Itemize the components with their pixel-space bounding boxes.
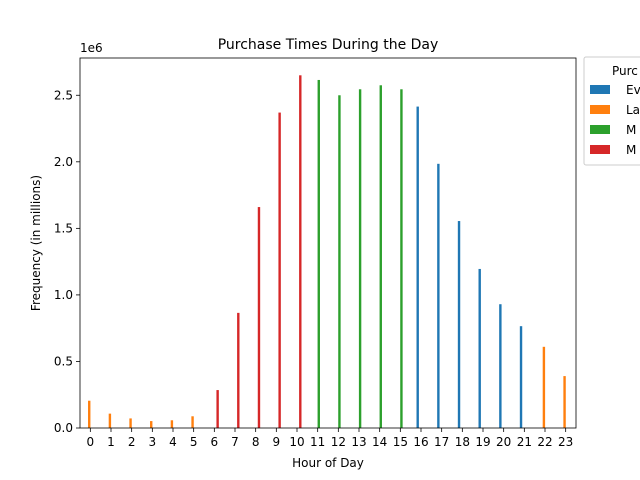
bar-hour-1 <box>108 413 112 428</box>
x-tick-label: 11 <box>310 435 325 449</box>
bar-hour-19 <box>478 268 481 428</box>
x-tick-label: 16 <box>413 435 428 449</box>
bar-hour-15 <box>400 89 403 428</box>
y-tick-label: 0.5 <box>54 354 73 368</box>
legend-swatch <box>590 105 610 114</box>
bar-hour-7 <box>237 312 240 428</box>
bar-hour-3 <box>150 421 153 428</box>
bar-hour-4 <box>170 420 174 428</box>
bar-hour-2 <box>129 418 132 428</box>
y-tick-label: 1.0 <box>54 288 73 302</box>
x-tick-label: 0 <box>87 435 95 449</box>
x-tick-label: 17 <box>434 435 449 449</box>
x-tick-label: 7 <box>231 435 239 449</box>
x-tick-label: 3 <box>149 435 157 449</box>
y-tick-label: 2.0 <box>54 155 73 169</box>
bar-hour-21 <box>519 326 523 428</box>
legend-label: M <box>626 143 636 157</box>
x-tick-label: 6 <box>211 435 219 449</box>
x-axis-label: Hour of Day <box>292 456 364 470</box>
plot-frame <box>79 57 577 429</box>
bar-hour-9 <box>278 112 281 428</box>
bar-hour-13 <box>358 89 362 428</box>
bars-group <box>88 75 566 429</box>
bar-hour-14 <box>379 85 382 428</box>
bar-hour-6 <box>216 390 219 428</box>
chart-title: Purchase Times During the Day <box>218 37 439 53</box>
legend-swatch <box>590 85 610 94</box>
bar-hour-10 <box>299 75 302 429</box>
x-tick-label: 23 <box>558 435 573 449</box>
bar-hour-20 <box>499 304 502 428</box>
x-tick-label: 10 <box>289 435 304 449</box>
x-tick-label: 15 <box>393 435 408 449</box>
bar-hour-17 <box>437 163 440 428</box>
x-tick-label: 8 <box>252 435 260 449</box>
bar-hour-12 <box>338 95 341 429</box>
y-tick-label: 1.5 <box>54 221 73 235</box>
legend-title: Purc <box>612 64 638 78</box>
bar-hour-22 <box>542 346 546 428</box>
x-tick-label: 1 <box>107 435 115 449</box>
bar-hour-8 <box>257 207 261 428</box>
x-tick-label: 13 <box>351 435 366 449</box>
bar-hour-0 <box>88 400 91 428</box>
y-offset-label: 1e6 <box>80 41 103 55</box>
x-tick-label: 5 <box>190 435 198 449</box>
legend: Purc Ev La MM <box>583 56 640 166</box>
legend-swatch <box>590 145 610 154</box>
y-axis: 0.0 0.5 1.0 1.5 2.0 2.5 <box>54 88 80 435</box>
legend-label: M <box>626 123 636 137</box>
legend-swatch <box>590 125 610 134</box>
x-tick-label: 9 <box>273 435 281 449</box>
x-tick-label: 2 <box>128 435 136 449</box>
y-axis-label: Frequency (in millions) <box>29 175 43 311</box>
x-tick-label: 21 <box>517 435 532 449</box>
legend-label: Ev <box>626 83 640 97</box>
legend-box <box>583 56 640 166</box>
bar-hour-18 <box>457 221 461 428</box>
x-tick-label: 19 <box>475 435 490 449</box>
x-tick-label: 18 <box>455 435 470 449</box>
bar-hour-23 <box>563 376 566 428</box>
bar-hour-11 <box>317 79 320 429</box>
x-tick-label: 14 <box>372 435 387 449</box>
x-tick-label: 12 <box>331 435 346 449</box>
bar-hour-16 <box>416 106 419 428</box>
x-axis: 0 1 2 3 4 5 6 7 8 9 10 11 12 13 14 15 16 17 18 19 20 21 22 23 <box>87 428 573 449</box>
x-tick-label: 22 <box>537 435 552 449</box>
y-tick-label: 2.5 <box>54 88 73 102</box>
x-tick-label: 4 <box>169 435 177 449</box>
bar-hour-5 <box>191 416 194 428</box>
legend-label: La <box>626 103 640 117</box>
y-tick-label: 0.0 <box>54 421 73 435</box>
x-tick-label: 20 <box>496 435 511 449</box>
